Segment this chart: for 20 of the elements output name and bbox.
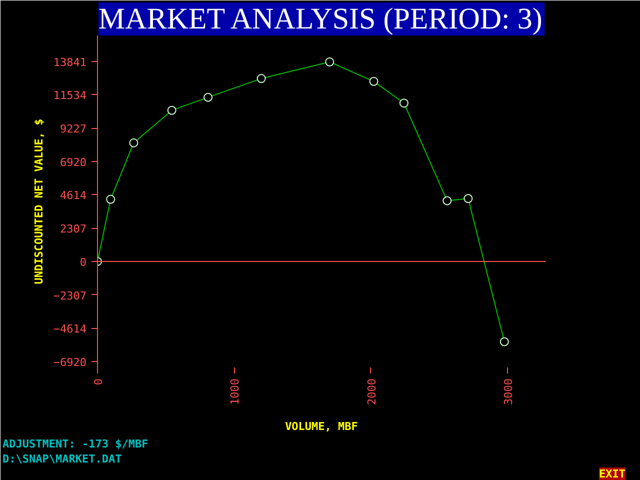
y-tick-label: 0 (80, 256, 86, 269)
text: EXIT (599, 468, 626, 480)
y-tick-label: 6920 (60, 156, 87, 169)
y-tick-label: 4614 (60, 189, 87, 202)
y-axis-title: UNDISCOUNTED NET VALUE, $ (32, 118, 46, 284)
chart-title: MARKET ANALYSIS (PERIOD: 3) (98, 2, 542, 36)
x-axis-title: VOLUME, MBF (285, 420, 358, 433)
y-tick-label: 13841 (53, 56, 87, 69)
x-tick-label: 3000 (502, 378, 515, 405)
x-tick-label: 2000 (365, 378, 378, 405)
y-tick-label: 11534 (53, 89, 87, 102)
text: D:\SNAP\MARKET.DAT (2, 452, 122, 466)
x-tick-label: 0 (92, 378, 105, 386)
x-tick-label: 1000 (228, 378, 242, 405)
y-tick-label: −4614 (53, 322, 87, 336)
text: ADJUSTMENT: -173 $/MBF (2, 438, 148, 450)
y-tick-label: 9227 (60, 122, 87, 136)
y-tick-label: −2307 (53, 289, 87, 302)
y-tick-label: −6920 (53, 356, 87, 370)
y-tick-label: 2307 (60, 222, 87, 236)
